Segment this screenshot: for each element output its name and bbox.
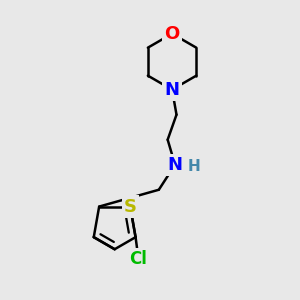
Text: N: N	[165, 81, 180, 99]
Text: S: S	[124, 198, 137, 216]
Text: Cl: Cl	[130, 250, 148, 268]
Text: O: O	[164, 25, 180, 43]
Text: N: N	[167, 156, 182, 174]
Text: H: H	[188, 159, 200, 174]
